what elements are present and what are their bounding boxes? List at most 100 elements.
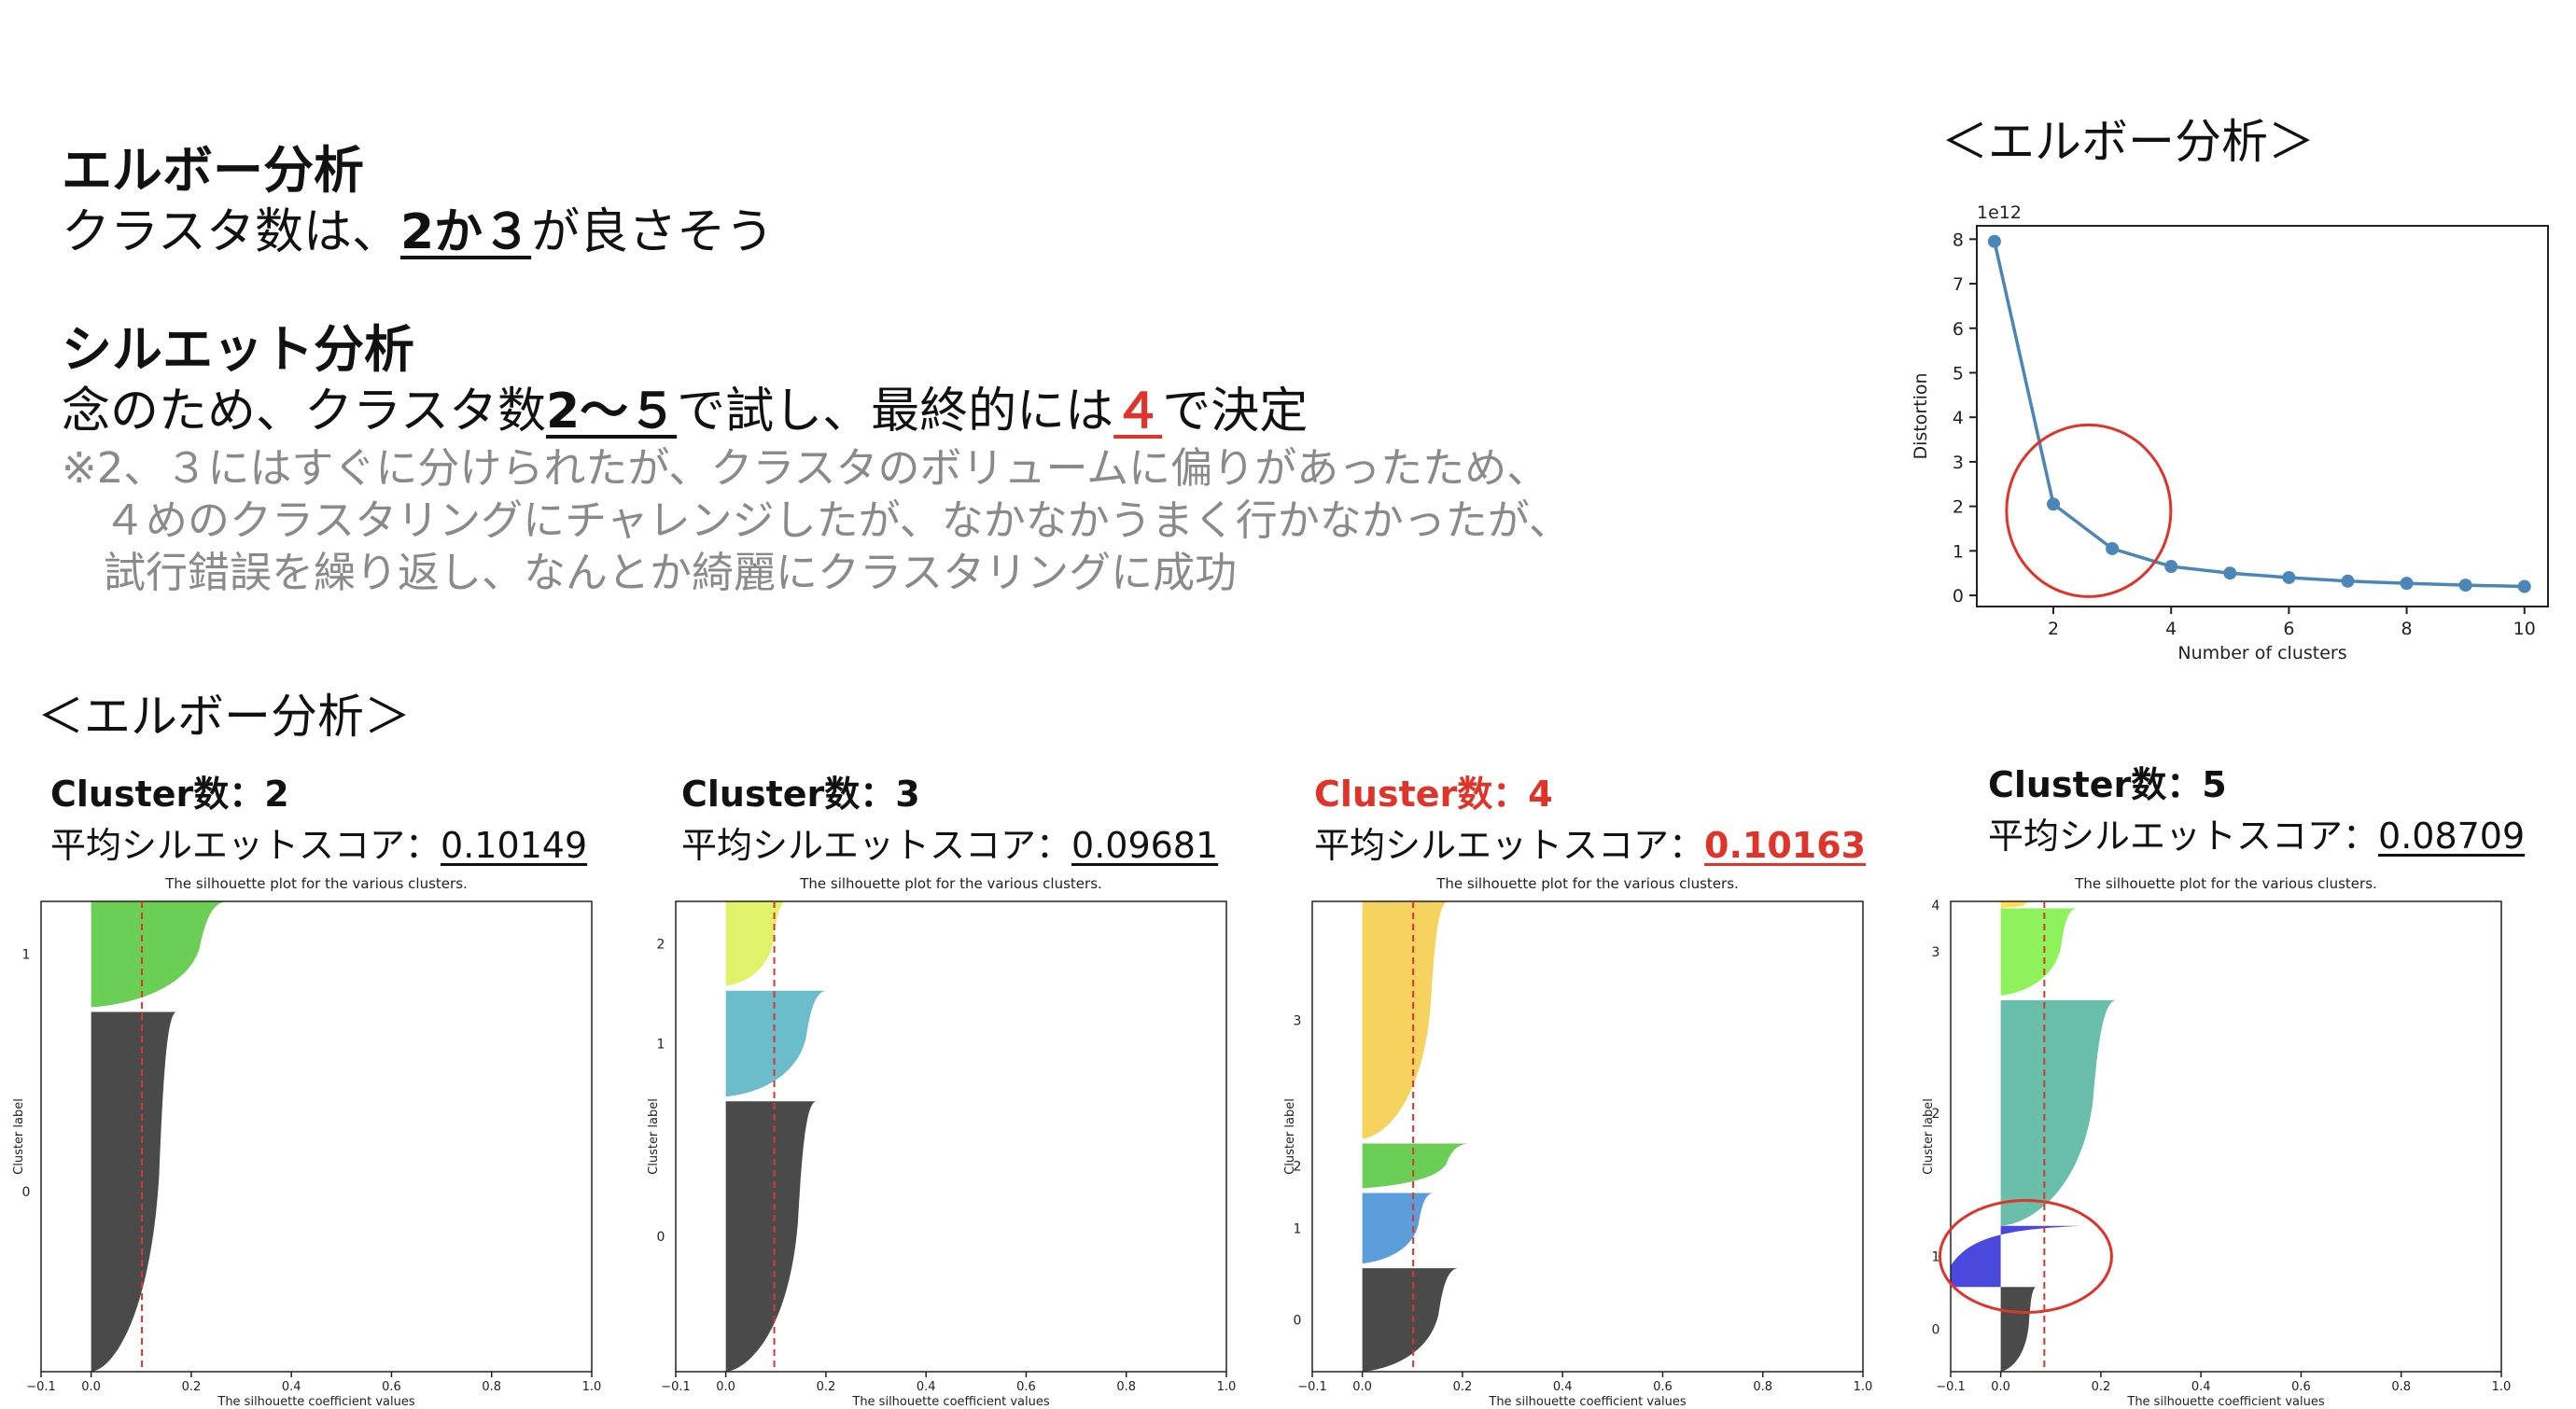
elbow-data-point [2223,566,2237,580]
panel-k5-score-label: 平均シルエットスコア： [1988,816,2379,857]
elbow-heading: エルボー分析 [62,141,364,200]
elbow-x-tick-label: 6 [2283,619,2294,639]
silhouette-x-tick-label: −0.1 [1936,1380,1966,1394]
silhouette-conclusion-pre: 念のため、クラスタ数 [62,384,546,439]
silhouette-x-tick-label: 0.6 [1653,1380,1673,1394]
silhouette-x-tick-label: 0.2 [182,1380,202,1394]
silhouette-x-tick-label: 0.0 [81,1380,101,1394]
panel-k2-score-line: 平均シルエットスコア：0.10149 [50,816,587,868]
elbow-y-tick-label: 1 [1953,541,1964,562]
elbow-y-tick-label: 2 [1953,497,1964,518]
silhouette-y-axis-label: Cluster label [648,1098,661,1175]
silhouette-y-axis-label: Cluster label [13,1098,26,1175]
silhouette-conclusion-final: ４ [1113,384,1163,439]
silhouette-cluster-label: 1 [1294,1221,1302,1236]
silhouette-cluster-3-fill [2000,908,2077,996]
elbow-x-tick-label: 8 [2401,619,2413,639]
panel-k4-header: Cluster数：4 平均シルエットスコア：0.10163 [1314,765,1866,868]
silhouette-plot-frame [1311,900,1864,1373]
silhouette-cluster-label: 0 [1932,1323,1940,1338]
silhouette-cluster-label: 1 [22,948,31,963]
elbow-y-tick-label: 7 [1953,274,1964,295]
panel-k4-score-value: 0.10163 [1704,825,1867,866]
elbow-y-axis-label: Distortion [1911,372,1931,459]
silhouette-plot-frame [40,900,593,1373]
elbow-x-tick-label: 2 [2048,619,2059,639]
silhouette-x-tick-label: −0.1 [661,1380,691,1394]
silhouette-cluster-label: 3 [1294,1013,1302,1028]
panel-k4-score-label: 平均シルエットスコア： [1314,825,1705,866]
silhouette-plot-title: The silhouette plot for the various clus… [2074,875,2377,892]
silhouette-plot-frame [675,900,1227,1373]
silhouette-cluster-0-fill [725,1101,817,1372]
silhouette-cluster-label: 1 [1932,1250,1940,1265]
silhouette-plot-title: The silhouette plot for the various clus… [164,875,468,892]
silhouette-cluster-4-fill [2000,901,2031,909]
panel-k4-title: Cluster数：4 [1314,774,1553,815]
elbow-data-point [2517,579,2531,593]
silhouette-cluster-label: 0 [22,1185,31,1200]
elbow-y-tick-label: 6 [1953,319,1964,340]
silhouette-cluster-2-fill [2000,999,2116,1226]
elbow-data-point [2164,560,2178,574]
elbow-x-axis-label: Number of clusters [2177,643,2346,663]
silhouette-x-tick-label: 0.4 [2191,1380,2211,1394]
silhouette-cluster-2-fill [725,901,786,986]
elbow-data-point [2400,577,2414,591]
note-line-1: ※2、３にはすぐに分けられたが、クラスタのボリュームに偏りがあったため、 [62,443,1549,493]
elbow-data-point [2458,579,2472,593]
silhouette-x-tick-label: 0.8 [2391,1380,2411,1394]
note-line-2: ４めのクラスタリングにチャレンジしたが、なかなかうまく行かなかったが、 [62,495,1571,545]
silhouette-cluster-1-fill [1951,1225,2081,1288]
silhouette-x-tick-label: 0.8 [1753,1380,1772,1394]
silhouette-x-axis-label: The silhouette coefficient values [1488,1395,1686,1409]
silhouette-cluster-label: 4 [1932,899,1940,914]
elbow-data-point [1987,234,2001,248]
elbow-y-tick-label: 5 [1953,363,1964,384]
panel-k5-score-value: 0.08709 [2378,816,2526,857]
silhouette-plot-title: The silhouette plot for the various clus… [799,875,1102,892]
silhouette-x-tick-label: 0.6 [1016,1380,1036,1394]
silhouette-x-tick-label: 0.0 [716,1380,735,1394]
silhouette-section-label: ＜エルボー分析＞ [37,690,411,744]
silhouette-cluster-0-fill [91,1011,176,1372]
elbow-chart-label: ＜エルボー分析＞ [1941,115,2315,169]
silhouette-cluster-label: 1 [657,1037,665,1052]
silhouette-cluster-label: 2 [657,937,665,952]
silhouette-x-tick-label: 0.4 [1553,1380,1573,1394]
silhouette-highlight-circle [1938,1199,2113,1315]
silhouette-x-axis-label: The silhouette coefficient values [2126,1395,2324,1409]
elbow-data-point [2341,574,2355,588]
silhouette-x-tick-label: 0.0 [1991,1380,2010,1394]
panel-k5-title: Cluster数：5 [1988,764,2227,805]
elbow-x-tick-label: 4 [2165,619,2177,639]
silhouette-x-tick-label: −0.1 [1297,1380,1327,1394]
silhouette-x-tick-label: 1.0 [582,1380,602,1394]
silhouette-cluster-1-fill [1362,1193,1433,1264]
silhouette-x-tick-label: −0.1 [26,1380,56,1394]
silhouette-plot-title: The silhouette plot for the various clus… [1435,875,1739,892]
note-line-3: 試行錯誤を繰り返し、なんとか綺麗にクラスタリングに成功 [62,548,1238,597]
elbow-y-tick-label: 4 [1953,408,1964,428]
elbow-offset-label: 1e12 [1977,202,2022,223]
elbow-series-line [1993,241,2525,589]
silhouette-x-tick-label: 1.0 [1217,1380,1237,1394]
elbow-highlight-circle [2005,423,2173,598]
silhouette-chart-k5: The silhouette plot for the various clus… [1923,875,2512,1409]
silhouette-x-tick-label: 0.2 [817,1380,836,1394]
silhouette-x-axis-label: The silhouette coefficient values [851,1395,1049,1409]
silhouette-x-tick-label: 1.0 [2492,1380,2512,1394]
panel-k3-score-line: 平均シルエットスコア：0.09681 [681,816,1218,868]
silhouette-x-tick-label: 0.6 [2291,1380,2311,1394]
panel-k3-score-value: 0.09681 [1071,825,1219,866]
elbow-data-point [2282,570,2296,584]
panel-k2-score-label: 平均シルエットスコア： [50,825,441,866]
silhouette-x-tick-label: 0.0 [1352,1380,1372,1394]
silhouette-x-axis-label: The silhouette coefficient values [217,1395,414,1409]
panel-k3-header: Cluster数：3 平均シルエットスコア：0.09681 [681,765,1218,868]
elbow-conclusion-pre: クラスタ数は、 [62,204,400,260]
silhouette-x-tick-label: 0.2 [2092,1380,2111,1394]
silhouette-cluster-label: 0 [1294,1314,1302,1329]
silhouette-x-tick-label: 0.8 [1116,1380,1136,1394]
silhouette-y-axis-label: Cluster label [1284,1098,1297,1175]
